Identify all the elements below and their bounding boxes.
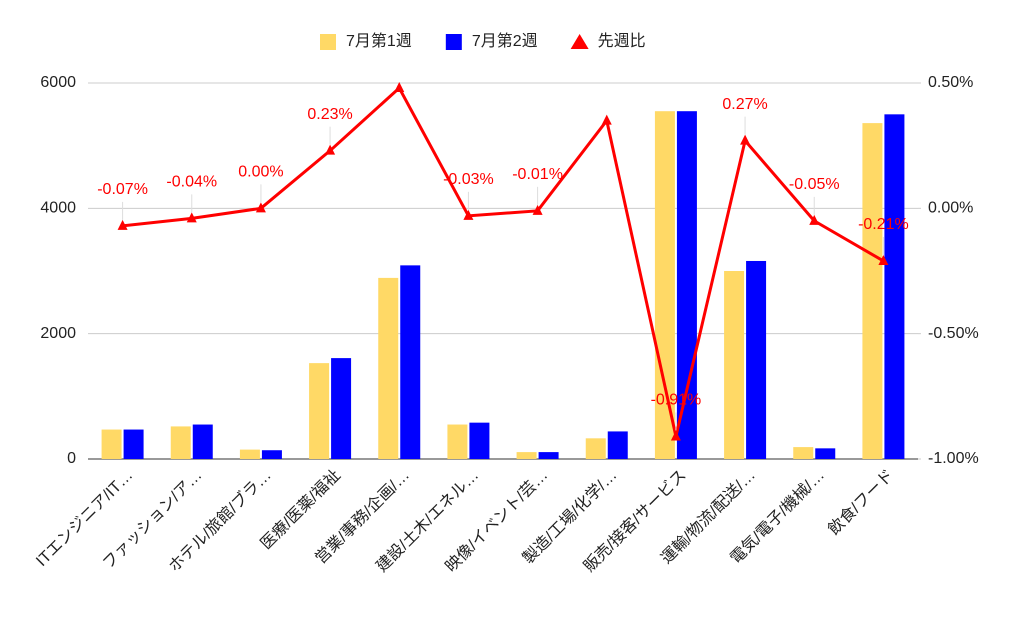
data-label: -0.21% [858,216,909,233]
y2-tick-label: -0.50% [928,325,979,342]
data-label: 0.00% [238,164,283,181]
legend-swatch [320,34,336,50]
bar [378,277,399,459]
bar [331,358,352,459]
bar [516,452,537,459]
line-marker [186,212,197,223]
legend-label: 7月第2週 [472,32,538,50]
bar [746,260,767,459]
x-tick-label: 飲食/フード [825,466,897,538]
bar [724,271,745,459]
bar [884,114,905,459]
data-label: 0.23% [307,106,352,123]
bar [447,424,468,459]
y-tick-label: 4000 [40,200,76,217]
line [122,85,885,437]
bar [239,449,260,459]
bar [607,431,628,459]
data-label: 0.27% [722,96,767,113]
y2-tick-label: -1.00% [928,450,979,467]
data-label: -0.01% [512,166,563,183]
line-marker [670,430,681,441]
bar [538,452,559,459]
data-label: -0.04% [166,174,217,191]
bar [862,123,883,460]
line-marker [394,82,405,93]
bar [585,438,606,459]
bar [400,265,421,459]
bar [309,363,330,459]
bar [170,426,191,459]
line-marker [878,254,889,265]
bar [192,424,213,459]
bar [123,429,144,459]
bar [815,448,836,459]
line-marker [740,134,751,145]
legend-swatch [570,34,589,49]
bar [101,429,122,459]
line-marker [809,214,820,225]
data-label: -0.07% [97,181,148,198]
y-tick-label: 2000 [40,325,76,342]
bar [469,422,490,459]
y2-tick-label: 0.50% [928,74,973,91]
bar [654,111,675,459]
data-label: -0.91% [651,392,702,409]
data-label: -0.03% [443,171,494,188]
legend-swatch [445,34,462,50]
y-tick-label: 6000 [40,74,76,91]
line-marker [532,204,543,215]
legend-label: 先週比 [598,32,646,50]
line-marker [117,219,128,230]
data-label: -0.05% [789,176,840,193]
line-marker [255,202,266,213]
legend-label: 7月第1週 [346,32,412,50]
bar [793,447,814,459]
line-marker [601,114,612,125]
line-marker [463,209,474,220]
y2-tick-label: 0.00% [928,200,973,217]
bar [261,450,282,459]
y-tick-label: 0 [67,450,76,467]
line-marker [325,144,336,155]
